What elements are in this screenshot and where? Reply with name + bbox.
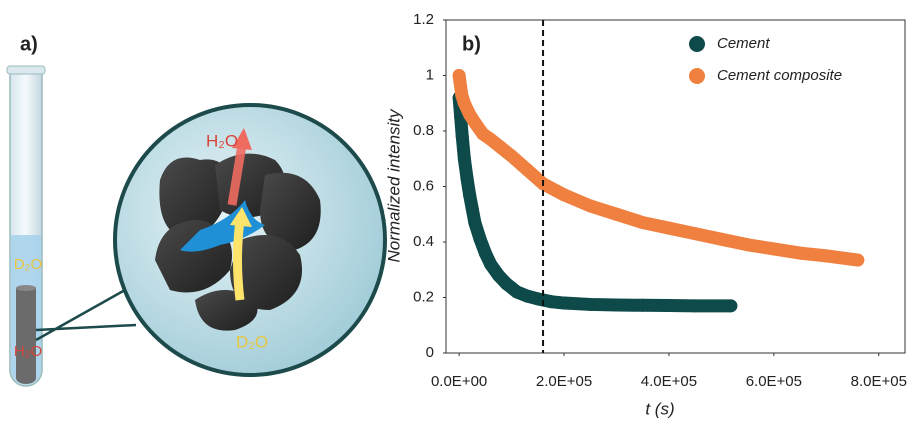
y-tick-label: 0.6 — [413, 177, 434, 194]
data-point — [484, 132, 498, 146]
x-tick-label: 0.0E+00 — [431, 373, 487, 390]
data-point — [819, 249, 833, 263]
y-tick-label: 0 — [426, 344, 434, 361]
data-point — [531, 292, 545, 306]
data-point — [460, 171, 474, 185]
data-point — [468, 116, 482, 130]
annotation: H₂O — [14, 343, 42, 360]
y-tick-label: 1 — [426, 66, 434, 83]
data-point — [741, 238, 755, 252]
legend-marker — [689, 68, 705, 84]
y-tick-label: 0.4 — [413, 233, 434, 250]
annotation: D₂O — [236, 332, 268, 351]
data-point — [636, 216, 650, 230]
data-point — [609, 298, 623, 312]
data-point — [520, 163, 534, 177]
illustration: a) D₂O H₂O H₂O D₂O — [6, 33, 387, 387]
chart: b) t (s) Normalized intensity 0 0.2 0.4 0.6… — [384, 11, 906, 419]
data-point — [494, 141, 508, 155]
data-point — [499, 277, 513, 291]
data-point — [455, 130, 469, 144]
data-point — [557, 296, 571, 310]
panel-label: a) — [20, 33, 38, 55]
data-point — [478, 246, 492, 260]
data-point — [583, 199, 597, 213]
data-point — [484, 257, 498, 271]
panel-label: b) — [462, 33, 481, 55]
data-point — [609, 207, 623, 221]
data-point — [465, 202, 479, 216]
data-point — [724, 299, 738, 313]
x-tick-label: 6.0E+05 — [746, 373, 802, 390]
legend-label: Cement — [717, 35, 770, 52]
series-trace — [452, 69, 865, 267]
data-point — [557, 188, 571, 202]
legend-label: Cement composite — [717, 67, 842, 84]
y-tick-label: 0.2 — [413, 288, 434, 305]
data-point — [473, 232, 487, 246]
data-point — [688, 227, 702, 241]
data-point — [767, 242, 781, 256]
x-axis-title: t (s) — [645, 399, 674, 418]
data-point — [510, 285, 524, 299]
y-axis-title: Normalized intensity — [384, 108, 403, 263]
data-point — [457, 152, 471, 166]
y-tick-label: 1.2 — [413, 11, 434, 28]
data-point — [452, 69, 466, 82]
annotation: H₂O — [206, 131, 238, 150]
legend-marker — [689, 36, 705, 52]
y-tick-label: 0.8 — [413, 122, 434, 139]
x-tick-label: 2.0E+05 — [536, 373, 592, 390]
x-tick-label: 8.0E+05 — [851, 373, 907, 390]
data-point — [636, 298, 650, 312]
data-point — [468, 216, 482, 230]
data-point — [544, 295, 558, 309]
data-point — [491, 268, 505, 282]
data-point — [583, 297, 597, 311]
annotation: D₂O — [14, 256, 42, 273]
data-point — [520, 289, 534, 303]
data-point — [463, 188, 477, 202]
data-point — [851, 253, 865, 267]
data-point — [793, 246, 807, 260]
data-point — [662, 221, 676, 235]
data-point — [714, 232, 728, 246]
data-point — [688, 299, 702, 313]
data-point — [457, 96, 471, 110]
data-point — [505, 149, 519, 163]
data-point — [662, 299, 676, 313]
x-tick-label: 4.0E+05 — [641, 373, 697, 390]
